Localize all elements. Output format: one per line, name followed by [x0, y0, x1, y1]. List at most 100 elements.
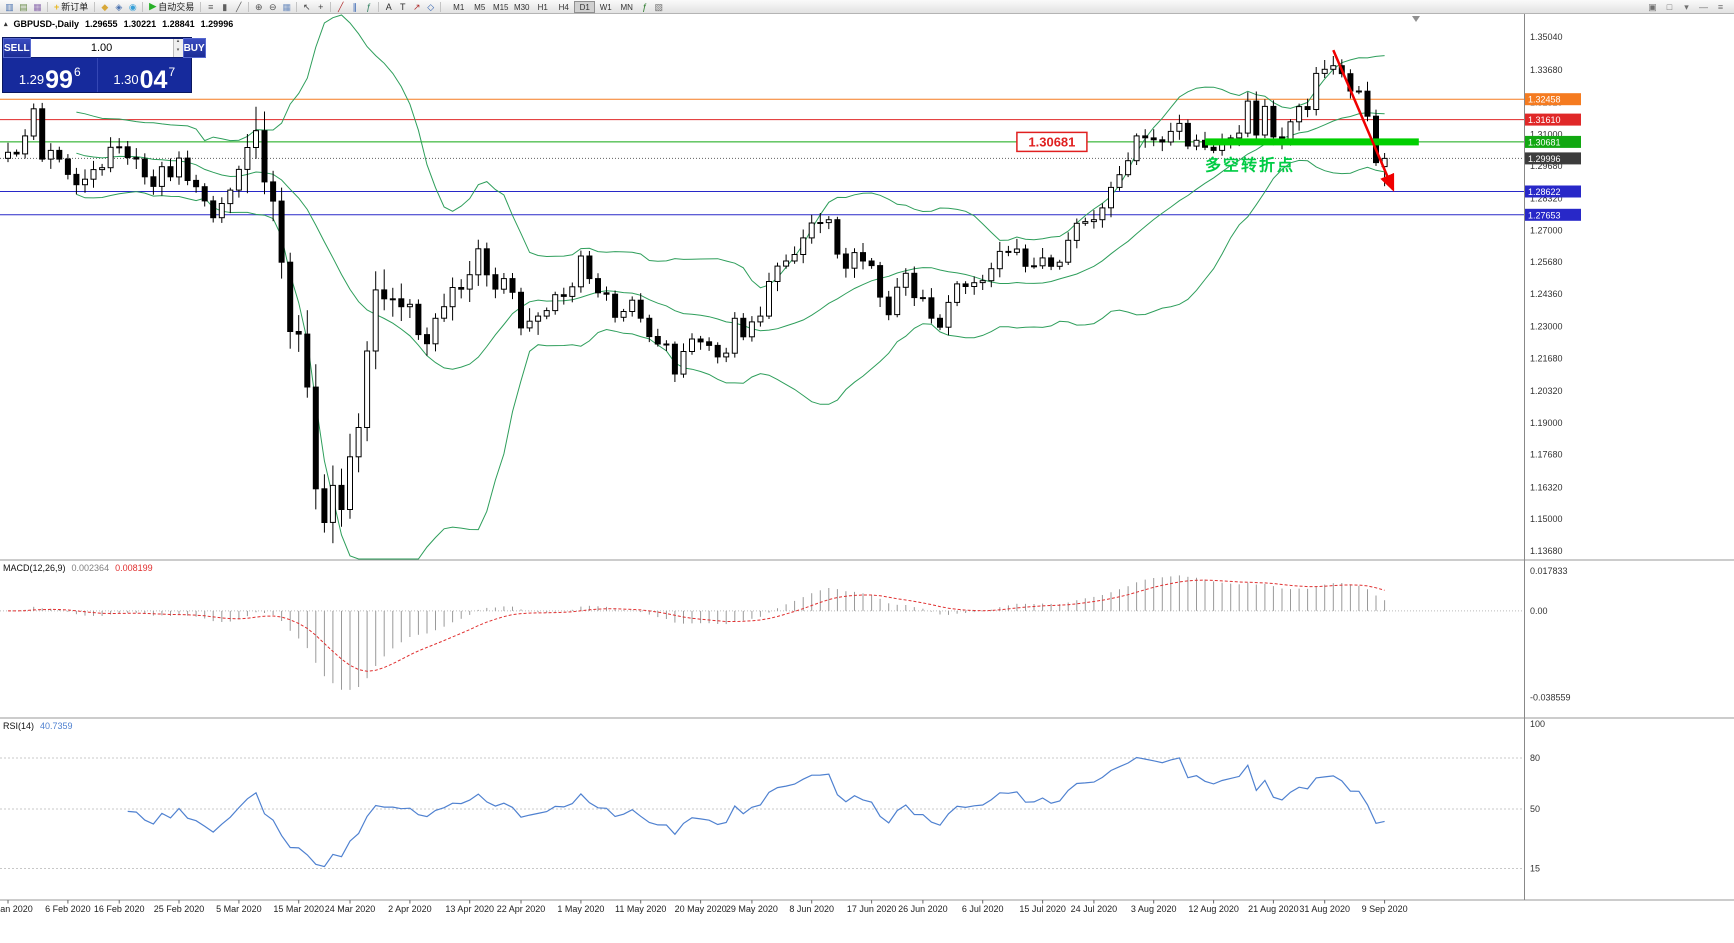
candle-body [184, 157, 191, 182]
candle-body [1005, 250, 1012, 253]
timeframe-d1[interactable]: D1 [574, 0, 596, 13]
price-axis-label: 1.27000 [1530, 226, 1563, 236]
bar-chart-icon[interactable]: ≡ [208, 1, 214, 12]
main-chart-pane[interactable] [0, 14, 1524, 560]
toolbar-options-icon[interactable]: ▾ [1684, 1, 1689, 12]
candle-body [466, 274, 473, 290]
channel-icon[interactable]: ∥ [352, 1, 357, 12]
candle-body [612, 293, 619, 318]
chart-background[interactable] [0, 14, 1734, 943]
chart-float-icon[interactable]: □ [1666, 1, 1673, 12]
candle-body [654, 336, 661, 345]
zoom-in-icon[interactable]: ⊕ [254, 1, 263, 12]
price-tag-1.31610 [1525, 113, 1581, 126]
candle-body [218, 203, 225, 219]
sell-price[interactable]: 1.29 99 6 [3, 58, 97, 93]
volume-down-icon[interactable]: ▾ [176, 47, 180, 53]
candle-body [244, 147, 251, 170]
candle-body [1304, 106, 1311, 110]
grid-icon[interactable]: ▦ [282, 1, 291, 12]
timeframe-m15[interactable]: M15 [492, 2, 509, 12]
one-click-collapse-icon[interactable]: ▴ [4, 21, 8, 28]
candle-body [1236, 132, 1243, 139]
candle-body [1056, 261, 1063, 267]
zoom-out-icon[interactable]: ⊖ [268, 1, 277, 12]
timeframe-h4[interactable]: H4 [558, 2, 569, 12]
candle-body [911, 272, 918, 299]
candle-body [937, 317, 943, 328]
price-axis-label: 1.33680 [1530, 65, 1563, 75]
data-window-icon[interactable]: ◈ [115, 1, 123, 12]
window-menu-icon[interactable]: ≡ [1717, 1, 1724, 12]
buy-button[interactable]: BUY [182, 38, 206, 58]
timeframe-w1[interactable]: W1 [599, 2, 612, 12]
chart-shift-marker[interactable] [1412, 16, 1420, 22]
annotations[interactable]: 1.30681 多空转折点 [1016, 16, 1420, 192]
highlight-level-bar[interactable] [1205, 138, 1419, 146]
toolbar-separator [330, 1, 332, 12]
crosshair-icon[interactable]: + [318, 1, 324, 12]
volume-input[interactable] [30, 39, 173, 57]
date-label: 24 Mar 2020 [325, 904, 376, 914]
new-chart-icon[interactable]: ▥ [5, 1, 14, 12]
candle-body [338, 484, 345, 510]
price-axis[interactable]: 1.350401.336801.323201.310001.296801.283… [1524, 14, 1582, 900]
navigator-icon[interactable]: ◉ [128, 1, 137, 12]
volume-up-icon[interactable]: ▴ [176, 38, 180, 44]
templates-icon[interactable]: ▧ [654, 1, 663, 12]
date-label: 26 Jun 2020 [898, 904, 948, 914]
candle-body [1013, 248, 1020, 253]
candle-body [389, 298, 396, 301]
candle-body [261, 130, 268, 183]
chart-list-icon[interactable]: ▤ [19, 1, 28, 12]
timeframe-mn[interactable]: MN [620, 2, 633, 12]
text-label-icon[interactable]: T [399, 1, 406, 12]
timeframe-m1[interactable]: M1 [453, 2, 465, 12]
candle-body [646, 317, 653, 338]
rsi-pane[interactable] [0, 717, 1734, 869]
line-chart-icon[interactable]: ╱ [236, 1, 242, 12]
candle-body [107, 146, 114, 169]
text-icon[interactable]: A [385, 1, 392, 12]
arrow-object-icon[interactable]: ↗ [412, 1, 421, 12]
indicators-icon[interactable]: ƒ [642, 1, 648, 12]
candle-body [441, 306, 448, 319]
candle-body [270, 181, 277, 202]
candle-body [595, 278, 601, 294]
timeframe-m5[interactable]: M5 [474, 2, 486, 12]
new-order-button[interactable]: + 新订单 [51, 1, 91, 13]
trendline-icon[interactable]: ╱ [338, 1, 344, 12]
buy-price[interactable]: 1.30 04 7 [98, 58, 192, 93]
market-watch-icon[interactable]: ◆ [101, 1, 109, 12]
profiles-icon[interactable]: ▦ [33, 1, 42, 12]
candle-body [766, 281, 772, 317]
candle-body [954, 283, 961, 303]
macd-pane[interactable] [0, 559, 1734, 690]
one-click-trading-panel: SELL ▴ ▾ BUY 1.29 99 6 1.30 04 7 [2, 37, 206, 93]
fibonacci-icon[interactable]: ƒ [366, 1, 372, 12]
candle-body [774, 265, 781, 283]
minimize-window-icon[interactable]: — [1699, 1, 1708, 12]
candle-body [1210, 146, 1217, 151]
cn-annotation-text: 多空转折点 [1205, 155, 1295, 174]
timeframe-h1[interactable]: H1 [537, 2, 548, 12]
candle-body [398, 298, 405, 308]
autotrade-button-icon: ▶ [149, 1, 157, 11]
toolbar-separator [440, 1, 442, 12]
autotrade-button[interactable]: ▶ 自动交易 [146, 1, 197, 13]
candle-chart-icon[interactable]: ▮ [222, 1, 228, 12]
price-callout-box[interactable] [1016, 131, 1088, 153]
price-axis-label: 1.28320 [1530, 194, 1563, 204]
candle-body [372, 289, 379, 352]
cursor-icon[interactable]: ↖ [302, 1, 311, 12]
timeframe-m30[interactable]: M30 [513, 2, 530, 12]
sell-button[interactable]: SELL [3, 38, 31, 58]
candle-body [278, 200, 285, 263]
chart-dock-icon[interactable]: ▣ [1648, 1, 1657, 12]
candle-body [971, 282, 978, 288]
shapes-icon[interactable]: ◇ [427, 1, 435, 12]
volume-stepper[interactable]: ▴ ▾ [30, 38, 183, 58]
trend-arrow[interactable] [1332, 49, 1395, 192]
